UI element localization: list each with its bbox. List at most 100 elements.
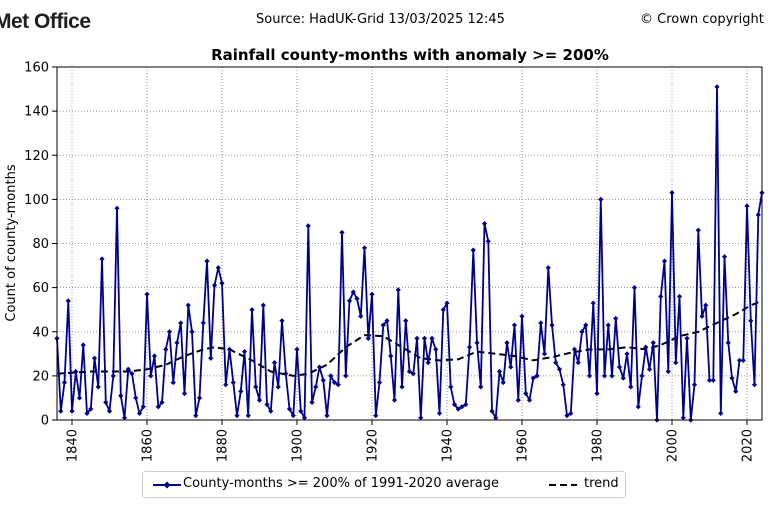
data-point: [421, 335, 428, 341]
data-point: [174, 340, 180, 346]
data-point: [271, 360, 278, 366]
data-point: [590, 300, 596, 306]
y-tick-label: 60: [32, 281, 49, 296]
data-point: [99, 256, 105, 262]
data-point: [125, 366, 131, 372]
axis-layer: 0 20 40 60 80 100 120 140 160 1840 1860 1880 1900 192…: [24, 61, 763, 462]
data-point: [129, 371, 135, 377]
data-point: [241, 349, 248, 355]
data-point: [721, 254, 728, 260]
data-point: [575, 360, 581, 366]
data-point: [189, 329, 195, 335]
data-point: [748, 318, 754, 324]
data-point: [343, 373, 349, 379]
data-point: [290, 412, 296, 419]
data-point: [309, 399, 315, 405]
data-point: [451, 401, 458, 408]
data-point: [710, 377, 716, 383]
legend-trend-symbol: [549, 484, 577, 486]
data-point: [249, 307, 255, 313]
y-tick-label: 160: [24, 61, 49, 76]
chart-title: Rainfall county-months with anomaly >= 2…: [211, 46, 609, 64]
data-point: [541, 351, 548, 357]
data-point: [365, 335, 371, 341]
y-tick-label: 20: [32, 369, 49, 384]
data-point: [598, 196, 604, 202]
data-point: [478, 384, 484, 390]
data-point: [110, 373, 116, 379]
data-point: [718, 410, 724, 416]
data-point: [91, 355, 98, 361]
data-point: [260, 302, 266, 308]
data-point: [136, 410, 143, 416]
data-point: [286, 406, 293, 412]
data-point: [429, 335, 435, 341]
data-point: [114, 205, 120, 211]
data-point: [380, 322, 386, 328]
data-point: [316, 364, 323, 370]
data-point: [166, 329, 173, 335]
data-point: [695, 227, 701, 233]
x-tick-label: 1840: [66, 429, 81, 462]
y-tick-label: 120: [24, 149, 49, 164]
data-point: [230, 379, 236, 386]
data-point: [568, 410, 574, 416]
data-point: [658, 293, 664, 300]
data-point: [358, 313, 364, 319]
data-point: [305, 223, 311, 229]
data-point: [181, 390, 188, 397]
data-point: [133, 395, 139, 401]
data-point: [95, 384, 101, 390]
logo-text: Met Office: [0, 10, 91, 33]
data-point: [493, 415, 499, 421]
x-tick-label: 1920: [366, 429, 381, 462]
data-point: [219, 280, 225, 286]
data-point: [755, 212, 761, 218]
trend-line: [56, 299, 763, 377]
plot-frame: [56, 66, 763, 421]
data-point: [725, 340, 731, 346]
x-tick-label: 1860: [141, 429, 156, 462]
data-point: [650, 340, 656, 346]
data-point: [245, 412, 251, 419]
data-point: [594, 390, 600, 397]
trend-layer: [56, 299, 763, 377]
data-point: [275, 384, 281, 390]
x-tick-label: 1980: [591, 429, 606, 462]
data-point: [294, 346, 300, 352]
data-point: [496, 368, 503, 375]
data-point: [500, 379, 506, 386]
data-point: [256, 397, 263, 403]
data-point: [481, 221, 488, 227]
data-point: [193, 412, 199, 419]
data-point: [444, 300, 450, 306]
x-tick-label: 1960: [516, 429, 531, 462]
data-point: [328, 373, 334, 379]
data-point: [361, 245, 368, 251]
data-point: [751, 382, 758, 388]
data-point: [583, 322, 589, 328]
data-point: [534, 373, 540, 379]
data-point: [609, 373, 615, 379]
data-point: [399, 384, 405, 390]
data-point: [196, 395, 203, 401]
data-point: [140, 404, 146, 410]
data-point: [121, 415, 128, 421]
data-point: [58, 408, 64, 414]
data-point: [616, 364, 623, 370]
data-point: [669, 190, 675, 196]
x-tick-label: 2000: [666, 429, 681, 462]
data-point: [226, 346, 233, 352]
data-point: [163, 346, 169, 352]
data-point: [466, 344, 473, 350]
data-point: [391, 397, 398, 403]
data-point: [159, 399, 165, 405]
data-point: [61, 379, 68, 386]
data-point: [313, 384, 319, 390]
data-point: [733, 388, 739, 394]
data-point: [673, 360, 679, 366]
legend-trend-label: trend: [584, 476, 619, 491]
chart-header: Met Office Source: HadUK-Grid 13/03/2025…: [0, 0, 768, 40]
data-point: [684, 335, 690, 341]
